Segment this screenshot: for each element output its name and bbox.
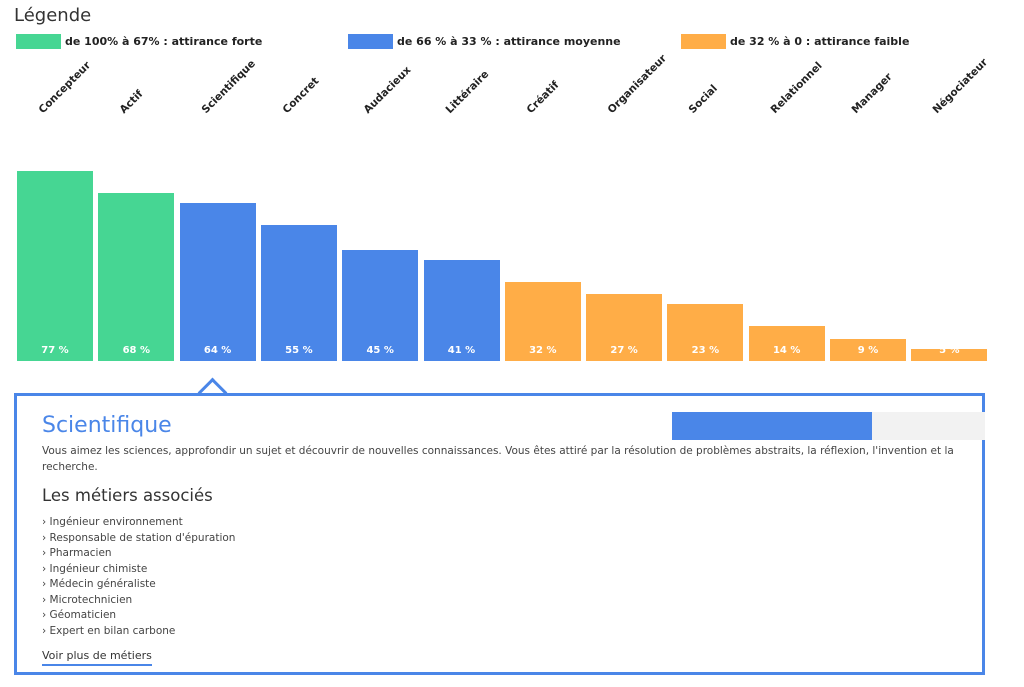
job-item[interactable]: › Ingénieur environnement — [42, 516, 183, 528]
category-label: Audacieux — [361, 64, 414, 116]
legend-swatch-strong — [16, 33, 61, 49]
job-item[interactable]: › Expert en bilan carbone — [42, 624, 176, 637]
bar-value-label: 5 % — [939, 345, 960, 356]
jobs-title: Les métiers associés — [42, 486, 213, 505]
bar-value-label: 9 % — [857, 345, 879, 356]
category-label: Organisateur — [605, 52, 670, 116]
bar-organisateur[interactable] — [586, 294, 663, 361]
category-label: Concepteur — [36, 59, 94, 116]
job-item[interactable]: › Microtechnicien — [42, 593, 133, 606]
jobs-list: › Ingénieur environnement › Responsable … — [42, 515, 235, 639]
profile-title: Scientifique — [42, 413, 172, 438]
legend-item-strong: de 100% à 67% : attirance forte — [16, 33, 262, 49]
legend-title: Légende — [14, 5, 92, 26]
bar-négociateur[interactable] — [911, 348, 988, 361]
bar-concret[interactable] — [260, 225, 337, 361]
job-item[interactable]: › Pharmacien — [42, 547, 112, 559]
category-label: Scientifique — [199, 57, 258, 116]
category-label: Social — [686, 82, 721, 116]
bar-relationnel[interactable] — [748, 326, 825, 361]
legend-label-strong: de 100% à 67% : attirance forte — [65, 34, 263, 48]
bar-créatif[interactable] — [504, 281, 581, 361]
see-more-jobs-link[interactable]: Voir plus de métiers — [42, 649, 152, 666]
bar-value-label: 27 % — [610, 345, 638, 356]
category-label: Littéraire — [443, 68, 491, 116]
job-item[interactable]: › Responsable de station d'épuration — [42, 531, 236, 544]
legend-label-medium: de 66 % à 33 % : attirance moyenne — [397, 34, 621, 48]
bar-concepteur[interactable] — [17, 170, 93, 361]
profile-score-bar — [672, 412, 985, 440]
job-item[interactable]: › Géomaticien — [42, 609, 117, 621]
profile-detail-panel: Scientifique Vous aimez les sciences, ap… — [14, 393, 985, 675]
category-label: Créatif — [524, 79, 562, 116]
job-item[interactable]: › Médecin généraliste — [42, 578, 156, 590]
bar-value-label: 32 % — [529, 345, 557, 356]
bar-value-label: 23 % — [691, 345, 720, 356]
bar-value-label: 64 % — [203, 345, 232, 356]
bar-audacieux[interactable] — [342, 249, 419, 361]
category-label: Relationnel — [768, 59, 825, 116]
category-label: Manager — [849, 70, 895, 116]
bar-littéraire[interactable] — [423, 259, 500, 361]
legend-swatch-weak — [681, 33, 726, 49]
bar-scientifique[interactable] — [179, 202, 256, 361]
profile-description: Vous aimez les sciences, approfondir un … — [42, 445, 954, 473]
profile-score-fill — [672, 412, 873, 440]
job-item[interactable]: › Ingénieur chimiste — [42, 562, 148, 575]
bar-value-label: 14 % — [772, 345, 801, 356]
category-label: Négociateur — [930, 56, 991, 116]
category-label: Actif — [117, 88, 146, 116]
bar-manager[interactable] — [830, 338, 906, 361]
legend-item-weak: de 32 % à 0 : attirance faible — [681, 33, 909, 49]
legend-item-medium: de 66 % à 33 % : attirance moyenne — [348, 33, 621, 49]
category-label: Concret — [280, 75, 322, 116]
bar-value-label: 45 % — [366, 345, 394, 356]
bar-value-label: 68 % — [122, 345, 150, 356]
bar-value-label: 55 % — [285, 345, 313, 356]
legend-label-weak: de 32 % à 0 : attirance faible — [730, 34, 910, 48]
legend-swatch-medium — [348, 33, 393, 49]
bar-actif[interactable] — [98, 193, 175, 361]
bar-value-label: 41 % — [447, 345, 476, 356]
bar-value-label: 77 % — [41, 345, 69, 356]
bar-social[interactable] — [667, 304, 744, 361]
